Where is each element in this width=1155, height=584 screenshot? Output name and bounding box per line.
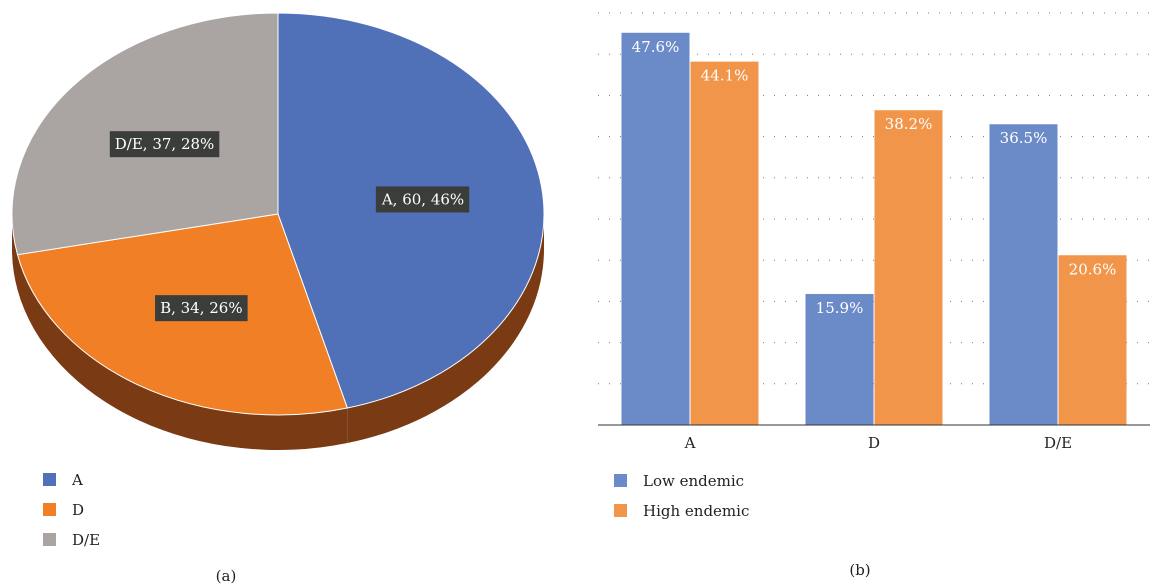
legend-label: A xyxy=(71,471,83,489)
pie-data-label-text: A, 60, 46% xyxy=(381,190,464,208)
pie-data-label-d-e: D/E, 37, 28% xyxy=(110,131,220,157)
legend-label: High endemic xyxy=(643,502,749,520)
bar-legend-item-low-endemic: Low endemic xyxy=(614,472,744,490)
x-tick-label-a: A xyxy=(684,434,696,452)
legend-label: Low endemic xyxy=(643,472,744,490)
pie-legend-item-a: A xyxy=(43,471,83,489)
legend-swatch xyxy=(43,503,56,516)
bar-high-endemic-d-e: 20.6% xyxy=(1059,255,1127,425)
bar-data-label: 44.1% xyxy=(701,67,749,85)
panel-caption-b: (b) xyxy=(849,561,870,579)
bar-legend: Low endemic High endemic xyxy=(614,472,749,520)
bar-data-label: 15.9% xyxy=(816,299,864,317)
pie-legend-item-d: D xyxy=(43,501,84,519)
bar-rect xyxy=(691,62,759,425)
bar-legend-item-high-endemic: High endemic xyxy=(614,502,749,520)
pie-data-label-a: A, 60, 46% xyxy=(376,186,469,212)
bar-low-endemic-d-e: 36.5% xyxy=(990,124,1058,425)
pie-data-label-d: B, 34, 26% xyxy=(155,295,248,321)
pie-legend-item-d-e: D/E xyxy=(43,531,100,549)
legend-label: D xyxy=(72,501,84,519)
pie-data-label-text: B, 34, 26% xyxy=(160,299,243,317)
bar-rect xyxy=(875,110,943,425)
x-tick-label-d-e: D/E xyxy=(1044,434,1072,452)
pie-legend: AD D/E xyxy=(43,471,100,549)
x-axis-tick-labels: A D D/E xyxy=(684,434,1072,452)
bar-chart: 47.6% 44.1% 15.9% 38.2% 36.5% 20.6% A D D/E Low… xyxy=(598,13,1150,579)
bar-low-endemic-d: 15.9% xyxy=(806,294,874,425)
x-tick-label-d: D xyxy=(868,434,880,452)
legend-swatch xyxy=(43,533,56,546)
legend-label: D/E xyxy=(72,531,100,549)
legend-swatch xyxy=(614,474,627,487)
bar-high-endemic-a: 44.1% xyxy=(691,62,759,425)
bar-data-label: 38.2% xyxy=(885,115,933,133)
bar-rect xyxy=(1059,255,1127,425)
bar-low-endemic-a: 47.6% xyxy=(622,33,690,425)
pie-data-label-text: D/E, 37, 28% xyxy=(115,135,215,153)
legend-swatch xyxy=(43,473,56,486)
bar-high-endemic-d: 38.2% xyxy=(875,110,943,425)
bar-rect xyxy=(990,124,1058,425)
bar-rect xyxy=(622,33,690,425)
bar-data-label: 36.5% xyxy=(1000,129,1048,147)
panel-caption-a: (a) xyxy=(216,567,237,584)
bar-series: 47.6% 44.1% 15.9% 38.2% 36.5% 20.6% xyxy=(622,33,1127,425)
legend-swatch xyxy=(614,504,627,517)
pie-slices xyxy=(12,13,544,415)
bar-data-label: 47.6% xyxy=(632,38,680,56)
bar-data-label: 20.6% xyxy=(1069,260,1117,278)
pie-chart: A, 60, 46% B, 34, 26% D/E, 37, 28% AD D/E (… xyxy=(12,13,544,584)
